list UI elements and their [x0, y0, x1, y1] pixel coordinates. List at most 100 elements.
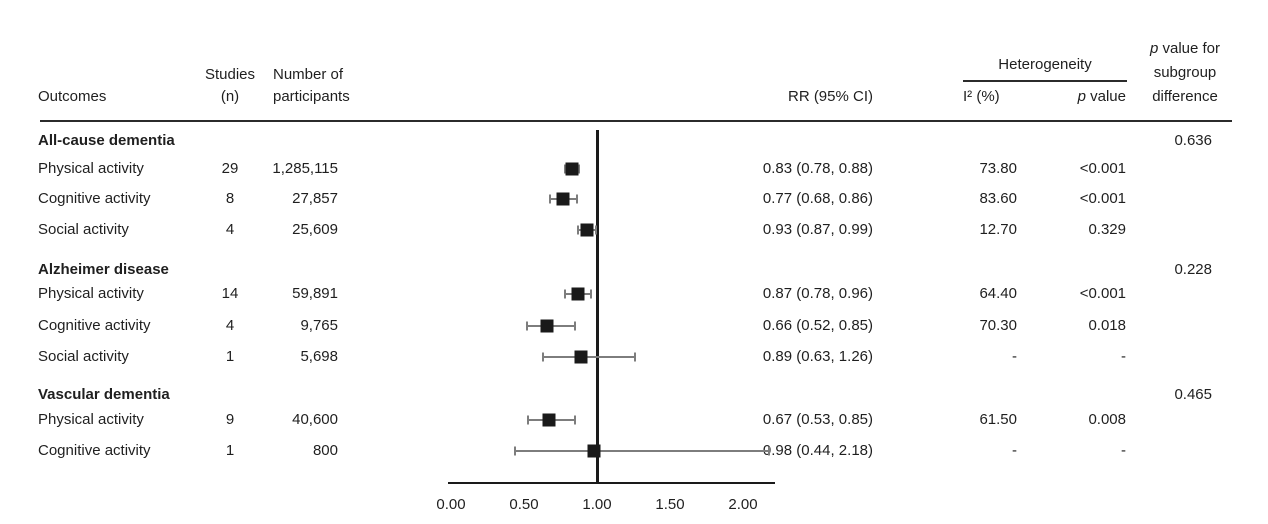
- col-header-participants-line2: participants: [273, 88, 350, 105]
- p-value: -: [1121, 348, 1126, 365]
- rr-ci-text: 0.87 (0.78, 0.96): [762, 285, 873, 302]
- outcome-label: Physical activity: [38, 411, 144, 428]
- axis-tick-label: 0.00: [436, 496, 466, 513]
- axis-tick-label: 0.50: [509, 496, 539, 513]
- studies-count: 1: [225, 442, 235, 459]
- studies-count: 4: [225, 221, 235, 238]
- section-label: Alzheimer disease: [38, 261, 169, 278]
- ci-cap-left: [549, 194, 552, 204]
- axis-tick-label: 1.50: [655, 496, 685, 513]
- ci-cap-left: [577, 225, 580, 235]
- ci-cap-right: [594, 225, 597, 235]
- outcome-label: Physical activity: [38, 285, 144, 302]
- participants-count: 5,698: [300, 348, 338, 365]
- col-header-participants-line1: Number of: [273, 66, 344, 83]
- col-header-subgroup-line2: subgroup: [1153, 64, 1217, 81]
- p-value: -: [1121, 442, 1126, 459]
- studies-count: 1: [225, 348, 235, 365]
- ci-cap-right: [575, 194, 578, 204]
- ci-cap-right: [574, 321, 577, 331]
- subgroup-p-value: 0.636: [1174, 132, 1212, 149]
- studies-count: 4: [225, 317, 235, 334]
- p-value: 0.018: [1088, 317, 1126, 334]
- rr-ci-text: 0.93 (0.87, 0.99): [762, 221, 873, 238]
- studies-count: 29: [221, 160, 239, 177]
- col-header-heterogeneity: Heterogeneity: [998, 56, 1092, 73]
- i2-value: 64.40: [979, 285, 1017, 302]
- axis-tick-label: 1.00: [582, 496, 612, 513]
- p-value: <0.001: [1079, 190, 1126, 207]
- col-header-studies: Studies (n): [201, 64, 259, 108]
- rr-ci-text: 0.83 (0.78, 0.88): [762, 160, 873, 177]
- i2-value: 12.70: [979, 221, 1017, 238]
- rr-ci-text: 0.89 (0.63, 1.26): [762, 348, 873, 365]
- studies-count: 8: [225, 190, 235, 207]
- participants-count: 25,609: [292, 221, 338, 238]
- col-header-subgroup-difference: p value for subgroup difference: [1130, 37, 1240, 109]
- section-label: All-cause dementia: [38, 132, 175, 149]
- i2-value: 70.30: [979, 317, 1017, 334]
- participants-count: 9,765: [300, 317, 338, 334]
- col-header-studies-line1: Studies: [204, 66, 256, 83]
- subgroup-p-value: 0.228: [1174, 261, 1212, 278]
- p-value: 0.008: [1088, 411, 1126, 428]
- ci-bar: [542, 356, 635, 358]
- i2-value: 61.50: [979, 411, 1017, 428]
- ci-cap-right: [574, 415, 577, 425]
- p-value: <0.001: [1079, 160, 1126, 177]
- outcome-label: Physical activity: [38, 160, 144, 177]
- subgroup-p-value: 0.465: [1174, 386, 1212, 403]
- outcome-label: Social activity: [38, 348, 129, 365]
- rr-ci-text: 0.67 (0.53, 0.85): [762, 411, 873, 428]
- rr-ci-text: 0.66 (0.52, 0.85): [762, 317, 873, 334]
- ci-bar: [515, 450, 770, 452]
- section-label: Vascular dementia: [38, 386, 170, 403]
- forest-marker: [540, 319, 554, 333]
- col-header-studies-line2: (n): [220, 88, 240, 105]
- col-header-p-value: p value: [1026, 86, 1126, 108]
- forest-marker: [571, 287, 585, 301]
- outcome-label: Cognitive activity: [38, 442, 151, 459]
- col-header-p-value-rest: value: [1085, 88, 1126, 105]
- col-header-subgroup-line3: difference: [1152, 88, 1218, 105]
- axis-tick-label: 2.00: [728, 496, 758, 513]
- forest-marker: [580, 223, 594, 237]
- outcome-label: Social activity: [38, 221, 129, 238]
- p-value: 0.329: [1088, 221, 1126, 238]
- ci-cap-right: [578, 164, 581, 174]
- i2-value: -: [1012, 348, 1017, 365]
- forest-marker: [587, 444, 601, 458]
- ci-cap-right: [590, 289, 593, 299]
- forest-marker: [565, 162, 579, 176]
- ci-cap-right: [768, 446, 771, 456]
- studies-count: 9: [225, 411, 235, 428]
- i2-value: 73.80: [979, 160, 1017, 177]
- x-axis-line: [448, 482, 775, 484]
- ci-cap-left: [527, 415, 530, 425]
- studies-count: 14: [221, 285, 239, 302]
- heterogeneity-underline: [963, 80, 1127, 82]
- participants-count: 59,891: [292, 285, 338, 302]
- participants-count: 40,600: [292, 411, 338, 428]
- participants-count: 1,285,115: [272, 160, 338, 177]
- ci-cap-left: [525, 321, 528, 331]
- ci-cap-left: [563, 164, 566, 174]
- rr-ci-text: 0.77 (0.68, 0.86): [762, 190, 873, 207]
- col-header-i2: I² (%): [963, 88, 1000, 105]
- participants-count: 800: [312, 442, 338, 459]
- ci-cap-right: [633, 352, 636, 362]
- col-header-p-value-italic: p: [1077, 88, 1086, 105]
- participants-count: 27,857: [292, 190, 338, 207]
- forest-marker: [542, 413, 556, 427]
- rr-ci-text: 0.98 (0.44, 2.18): [762, 442, 873, 459]
- col-header-outcomes: Outcomes: [38, 88, 107, 105]
- outcome-label: Cognitive activity: [38, 190, 151, 207]
- i2-value: 83.60: [979, 190, 1017, 207]
- col-header-participants: Number of participants: [273, 64, 350, 108]
- header-rule: [40, 120, 1232, 122]
- forest-marker: [556, 192, 570, 206]
- ci-cap-left: [514, 446, 517, 456]
- ci-cap-left: [541, 352, 544, 362]
- p-value: <0.001: [1079, 285, 1126, 302]
